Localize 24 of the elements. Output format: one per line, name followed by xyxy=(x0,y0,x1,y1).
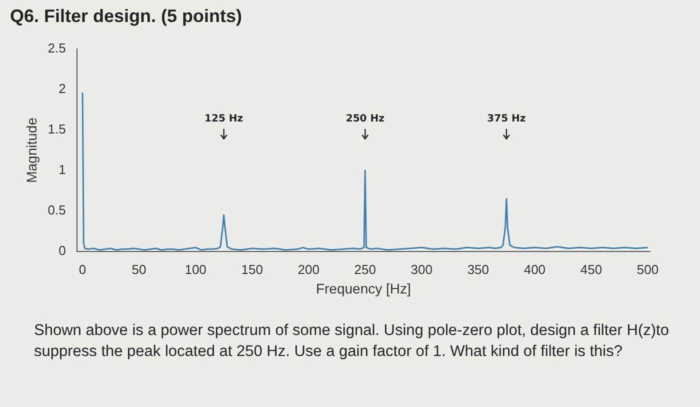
y-tick-label: 1.5 xyxy=(48,122,66,136)
y-tick-label: 2.5 xyxy=(48,40,66,56)
annotation: 250 Hz xyxy=(346,113,385,124)
x-tick-label: 150 xyxy=(241,262,263,277)
text: Shown above is a power spectrum of some signal. Using pole-zero plot, design a filter H(z)to suppress the peak located at 250 Hz. Use a gain factor of 1. What kind of filter is this? xyxy=(34,321,670,362)
x-tick-label: 250 xyxy=(354,262,376,277)
x-axis-title: Frequency [Hz] xyxy=(316,280,411,296)
annotation: 125 Hz xyxy=(204,113,244,124)
x-tick-label: 400 xyxy=(524,262,546,277)
x-tick-label: 200 xyxy=(298,262,320,277)
y-tick-label: 0.5 xyxy=(48,202,66,218)
x-tick-label: 500 xyxy=(636,262,659,277)
x-tick-label: 100 xyxy=(184,262,206,277)
x-tick-label: 300 xyxy=(410,262,433,277)
y-axis-title: Magnitude xyxy=(23,117,40,183)
x-tick-label: 450 xyxy=(580,262,602,277)
x-tick-label: 50 xyxy=(132,262,146,277)
x-tick-label: 0 xyxy=(78,262,86,277)
x-tick-label: 350 xyxy=(467,262,490,277)
chart-title: Q6. Filter design. (5 points) xyxy=(10,6,242,27)
y-tick-label: 0 xyxy=(58,243,66,258)
annotation: 375 Hz xyxy=(487,113,526,124)
y-tick-label: 1 xyxy=(58,162,66,178)
y-tick-label: 2 xyxy=(58,80,66,96)
